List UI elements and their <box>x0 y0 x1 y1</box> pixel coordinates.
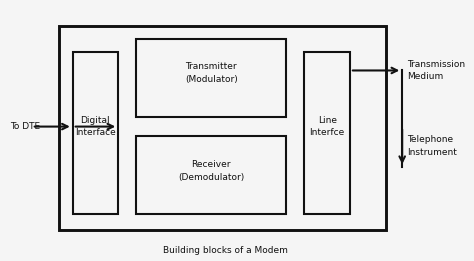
FancyBboxPatch shape <box>304 52 350 214</box>
Text: Transmission
Medium: Transmission Medium <box>407 60 465 81</box>
Text: Receiver
(Demodulator): Receiver (Demodulator) <box>178 160 245 182</box>
FancyBboxPatch shape <box>137 39 286 117</box>
FancyBboxPatch shape <box>59 26 386 230</box>
Text: Telephone
Instrument: Telephone Instrument <box>407 135 456 157</box>
Text: Building blocks of a Modem: Building blocks of a Modem <box>163 246 287 255</box>
Text: Transmitter
(Modulator): Transmitter (Modulator) <box>185 62 237 84</box>
Text: Digital
Interface: Digital Interface <box>75 116 116 137</box>
Text: Line
Interfce: Line Interfce <box>310 116 345 137</box>
FancyBboxPatch shape <box>73 52 118 214</box>
FancyBboxPatch shape <box>137 136 286 214</box>
Text: To DTE: To DTE <box>10 122 40 131</box>
